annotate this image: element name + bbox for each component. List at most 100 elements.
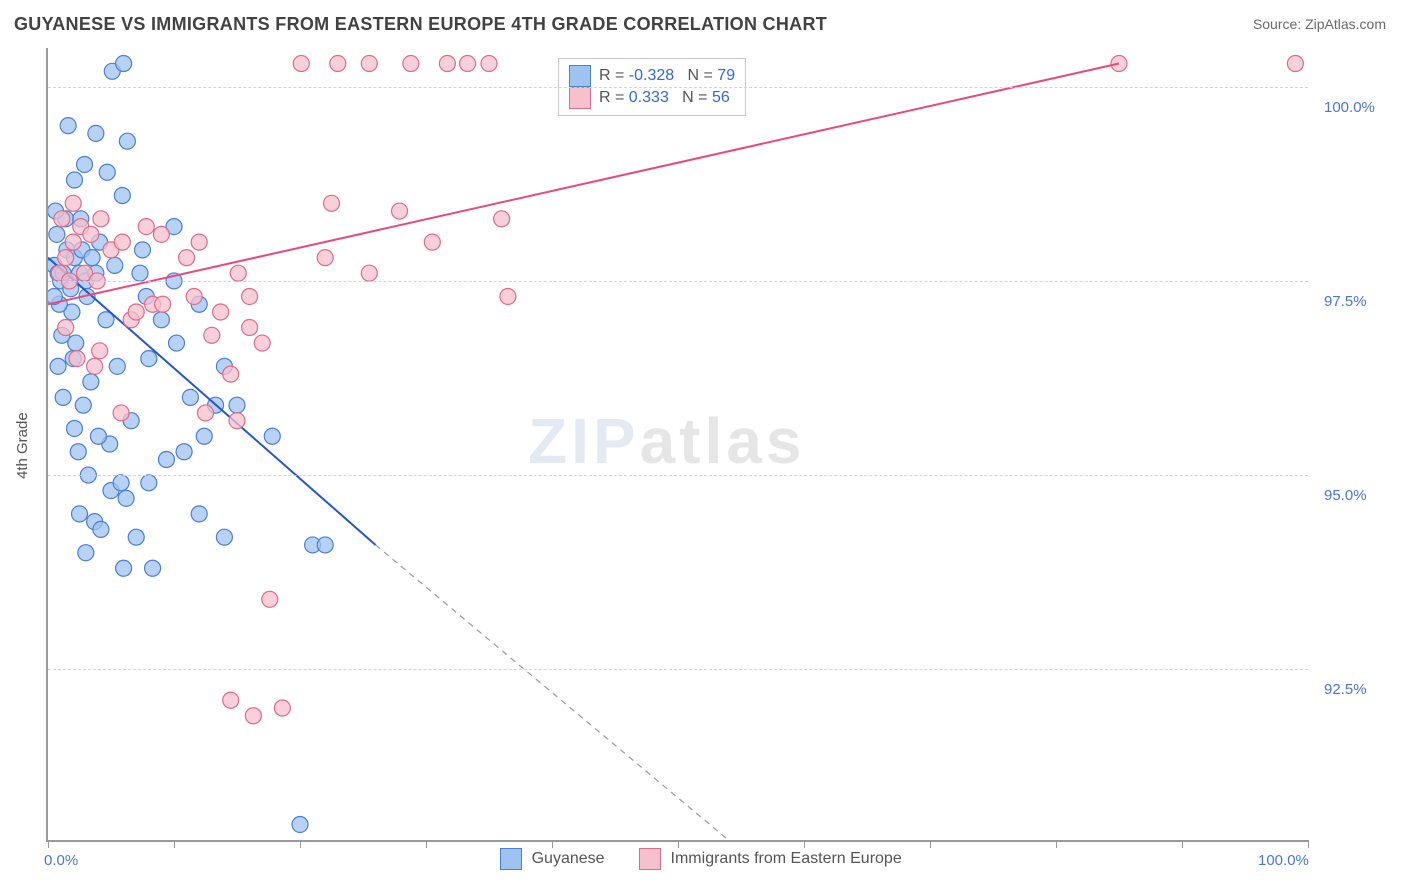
y-tick-label: 100.0% [1324,99,1375,116]
data-point [116,56,132,72]
data-point [324,195,340,211]
legend-swatch [500,848,522,870]
data-point [191,506,207,522]
data-point [65,234,81,250]
grid-line [48,475,1308,476]
data-point [153,312,169,328]
data-point [66,172,82,188]
data-point [293,56,309,72]
data-point [93,521,109,537]
data-point [107,257,123,273]
data-point [75,397,91,413]
data-point [182,389,198,405]
data-point [424,234,440,250]
data-point [494,211,510,227]
regression-line [48,258,376,545]
data-point [84,250,100,266]
x-tick-mark [1182,840,1183,848]
y-tick-label: 92.5% [1324,681,1367,698]
data-point [274,700,290,716]
x-tick-label-left: 0.0% [44,852,78,869]
chart-title: GUYANESE VS IMMIGRANTS FROM EASTERN EURO… [14,14,827,35]
data-point [83,226,99,242]
data-point [317,250,333,266]
data-point [158,452,174,468]
plot-area: ZIPatlas R = -0.328 N = 79R = 0.333 N = … [46,48,1308,842]
x-tick-mark [426,840,427,848]
data-point [439,56,455,72]
data-point [141,351,157,367]
data-point [114,234,130,250]
data-point [90,428,106,444]
watermark: ZIPatlas [528,404,805,478]
data-point [114,188,130,204]
regression-line-extrapolated [376,545,729,840]
data-point [245,708,261,724]
legend-swatch [569,65,591,87]
data-point [145,560,161,576]
grid-line [48,669,1308,670]
x-tick-mark [678,840,679,848]
grid-line [48,281,1308,282]
data-point [1287,56,1303,72]
data-point [77,156,93,172]
data-point [191,234,207,250]
data-point [128,304,144,320]
data-point [58,250,74,266]
data-point [138,219,154,235]
data-point [88,125,104,141]
data-point [213,304,229,320]
data-point [216,529,232,545]
data-point [196,428,212,444]
data-point [109,358,125,374]
data-point [99,164,115,180]
x-tick-mark [804,840,805,848]
data-point [116,560,132,576]
data-point [361,56,377,72]
y-tick-label: 95.0% [1324,487,1367,504]
legend-label: Immigrants from Eastern Europe [671,850,902,868]
legend-label: Guyanese [532,850,605,868]
data-point [132,265,148,281]
data-point [392,203,408,219]
data-point [460,56,476,72]
data-point [403,56,419,72]
legend-bottom: Guyanese Immigrants from Eastern Europe [500,848,926,870]
data-point [119,133,135,149]
data-point [60,118,76,134]
data-point [330,56,346,72]
data-point [118,490,134,506]
data-point [361,265,377,281]
data-point [155,296,171,312]
grid-line [48,87,1308,88]
data-point [317,537,333,553]
data-point [229,397,245,413]
x-tick-mark [300,840,301,848]
x-tick-mark [48,840,49,848]
data-point [113,405,129,421]
x-tick-mark [174,840,175,848]
data-point [72,506,88,522]
data-point [229,413,245,429]
x-tick-label-right: 100.0% [1258,852,1309,869]
data-point [153,226,169,242]
data-point [292,816,308,832]
data-point [70,444,86,460]
data-point [54,211,70,227]
x-tick-mark [930,840,931,848]
data-point [135,242,151,258]
data-point [65,195,81,211]
legend-swatch [639,848,661,870]
data-point [176,444,192,460]
data-point [83,374,99,390]
data-point [93,211,109,227]
data-point [49,226,65,242]
data-point [223,366,239,382]
data-point [69,351,85,367]
x-tick-mark [1056,840,1057,848]
data-point [179,250,195,266]
data-point [198,405,214,421]
data-point [58,320,74,336]
stats-row: R = 0.333 N = 56 [569,87,735,109]
data-point [242,320,258,336]
